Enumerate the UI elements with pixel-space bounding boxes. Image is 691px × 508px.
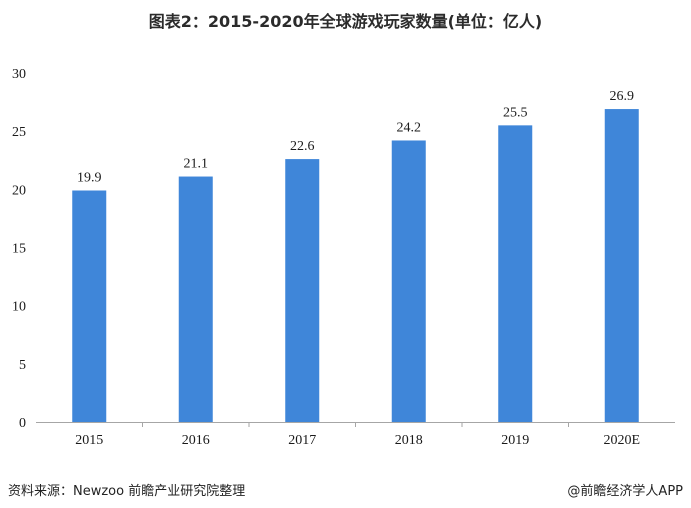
data-labels: 19.9 21.1 22.6 24.2 25.5 26.9: [77, 89, 634, 185]
data-label: 25.5: [503, 105, 528, 120]
y-tick-label: 20: [12, 183, 26, 198]
y-tick-label: 15: [12, 242, 26, 257]
y-tick-label: 25: [12, 125, 26, 140]
data-label: 19.9: [77, 170, 102, 185]
bar: [285, 159, 320, 422]
data-label: 24.2: [397, 120, 422, 135]
x-axis-ticks: 2015 2016 2017 2018 2019 2020E: [75, 422, 640, 448]
y-tick-label: 0: [19, 416, 26, 431]
chart-title: 图表2：2015-2020年全球游戏玩家数量(单位：亿人): [148, 12, 543, 31]
y-tick-label: 5: [19, 358, 26, 373]
data-label: 26.9: [610, 89, 635, 104]
y-axis-ticks: 0 5 10 15 20 25 30: [12, 67, 26, 431]
y-tick-label: 30: [12, 67, 26, 82]
data-label: 21.1: [184, 157, 209, 172]
x-tick-label: 2017: [288, 433, 316, 448]
x-tick-label: 2019: [501, 433, 529, 448]
bar: [498, 125, 533, 422]
bar: [72, 190, 107, 422]
x-tick-label: 2016: [182, 433, 210, 448]
bar: [604, 109, 639, 423]
x-tick-label: 2018: [395, 433, 423, 448]
bar: [178, 176, 213, 422]
x-tick-label: 2020E: [603, 433, 640, 448]
x-tick-label: 2015: [75, 433, 103, 448]
bar: [391, 140, 426, 422]
y-tick-label: 10: [12, 300, 26, 315]
credit-note: @前瞻经济学人APP: [567, 484, 683, 499]
data-label: 22.6: [290, 139, 315, 154]
source-note: 资料来源：Newzoo 前瞻产业研究院整理: [8, 484, 246, 499]
bars: [72, 109, 639, 423]
